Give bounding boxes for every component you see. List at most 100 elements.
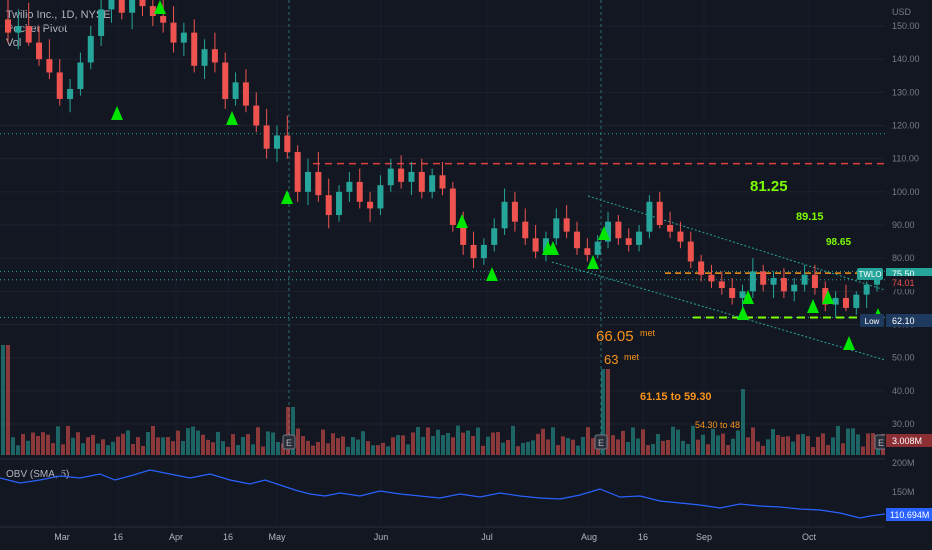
volume-bar [426, 427, 430, 455]
indicator-vol[interactable]: Vol [6, 37, 22, 49]
twlo-tag [857, 268, 883, 280]
candle-body [718, 281, 725, 289]
volume-bar [421, 436, 425, 455]
candle-body [656, 201, 663, 225]
candle-body [273, 135, 280, 149]
volume-bar [851, 428, 855, 455]
volume-bar [1, 345, 5, 455]
axis-tick-label: 30.00 [892, 419, 915, 429]
volume-bar [456, 425, 460, 455]
candle-body [532, 238, 539, 252]
volume-bar [56, 426, 60, 455]
volume-bar [226, 446, 230, 455]
volume-bar [746, 437, 750, 455]
candle-body [387, 168, 394, 186]
volume-bar [296, 428, 300, 455]
candle-body [625, 238, 632, 245]
candle-body [749, 271, 756, 292]
volume-bar [231, 434, 235, 455]
volume-bar [751, 427, 755, 455]
volume-bar [51, 443, 55, 455]
volume-bar [681, 440, 685, 455]
time-axis-label: Jun [374, 532, 389, 542]
volume-bar [71, 437, 75, 455]
volume-bar [601, 369, 605, 455]
candle-body [305, 171, 312, 192]
volume-bar [241, 436, 245, 455]
volume-bar [541, 428, 545, 455]
candle-body [677, 231, 684, 242]
volume-bar [96, 443, 100, 455]
time-axis-label: Aug [581, 532, 597, 542]
pocket-pivot-triangle [486, 267, 498, 281]
volume-bar [641, 429, 645, 455]
volume-bar [176, 430, 180, 455]
volume-bar [61, 444, 65, 455]
volume-bar [616, 439, 620, 455]
volume-bar [266, 431, 270, 455]
volume-bar [21, 434, 25, 455]
time-axis-label: May [268, 532, 286, 542]
volume-bar [211, 442, 215, 455]
candle-body [242, 82, 249, 106]
time-axis: Mar 16 Apr 16 May Jun Jul Aug 16 Sep Oct [54, 532, 816, 542]
volume-bar [801, 434, 805, 455]
volume-bar [236, 445, 240, 455]
volume-bar [431, 436, 435, 455]
volume-bar [216, 431, 220, 455]
volume-bar [416, 427, 420, 455]
earnings-marker [594, 434, 608, 450]
volume-badge-value: 3.008M [892, 436, 922, 446]
candle-body [263, 125, 270, 149]
earnings-marker-label: E [878, 438, 884, 448]
candle-body [367, 201, 374, 209]
volume-bar [511, 425, 515, 455]
candle-body [377, 185, 384, 209]
candle-body [160, 16, 167, 23]
volume-bar [581, 436, 585, 455]
pocket-pivot-triangle [587, 255, 599, 269]
volume-bar [246, 434, 250, 455]
volume-bar [651, 444, 655, 455]
volume-bar [206, 439, 210, 455]
low-tag [860, 314, 884, 327]
axis-tick-label: 70.00 [892, 286, 915, 296]
volume-bar [871, 433, 875, 455]
obv-axis-label: 200M [892, 458, 915, 468]
earnings-marker-label: E [598, 438, 604, 448]
candles [5, 0, 880, 318]
volume-bar [491, 432, 495, 455]
volume-bar [671, 426, 675, 455]
volume-bar [116, 436, 120, 455]
last-price-value: 75.50 [892, 269, 915, 279]
volume-bar [466, 430, 470, 455]
candle-body [511, 201, 518, 222]
obv-legend[interactable]: OBV (SMA, 5) [6, 469, 70, 480]
volume-bar [6, 345, 10, 455]
pocket-pivot-triangle [226, 111, 238, 125]
annotation-label: 81.25 [750, 178, 788, 195]
volume-bar [151, 425, 155, 455]
volume-bar [181, 441, 185, 455]
price-axis: USD 150.00 140.00 130.00 120.00 110.00 100.00 9… [857, 0, 932, 550]
volume-bar [196, 430, 200, 455]
volume-bar [816, 436, 820, 455]
time-axis-label: Sep [696, 532, 712, 542]
volume-bar [111, 441, 115, 455]
volume-bar [81, 443, 85, 455]
volume-bar [691, 425, 695, 455]
volume-bar [516, 446, 520, 455]
symbol-line[interactable]: Twilio Inc., 1D, NYSE [6, 9, 111, 21]
volume-bar [271, 432, 275, 455]
volume-bar [786, 436, 790, 455]
volume-bar [636, 438, 640, 455]
volume-bar [281, 443, 285, 455]
annotation-label: met [640, 328, 656, 338]
volume-bar [341, 436, 345, 455]
volume-bar [396, 435, 400, 455]
candle-body [15, 26, 22, 33]
volume-bar [86, 437, 90, 455]
volume-bar [726, 445, 730, 455]
volume-bar [546, 439, 550, 455]
